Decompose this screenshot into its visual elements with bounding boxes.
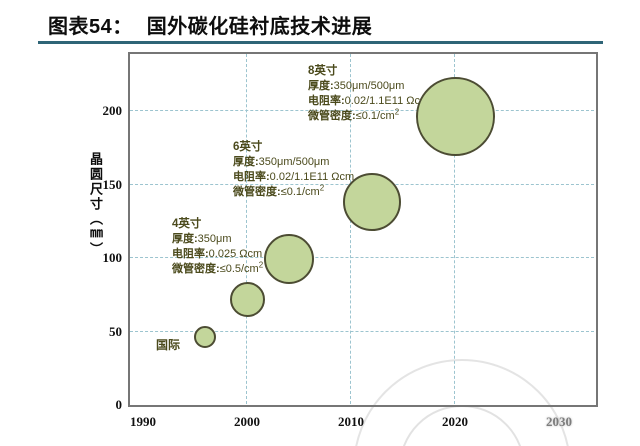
wafer-bubble — [194, 326, 217, 349]
annotation-line: 微管密度:≤0.1/cm2 — [233, 183, 325, 198]
y-axis-title: 晶圆尺寸（㎜） — [88, 152, 103, 257]
annotation-6inch: 6英寸厚度:350μm/500μm 电阻率:0.02/1.1E11 Ωcm 微管密度… — [233, 140, 354, 200]
y-tick-label: 0 — [115, 397, 123, 412]
wafer-bubble — [415, 77, 495, 157]
annotation-8inch: 8英寸厚度:350μm/500μm 电阻率:0.02/1.1E11 Ωcm 微管密度… — [308, 64, 429, 124]
annotation-line: 电阻率:0.02/1.1E11 Ωcm — [233, 171, 355, 183]
v-gridline — [246, 54, 247, 404]
wafer-bubble — [229, 281, 265, 317]
y-tick-label: 100 — [102, 250, 123, 265]
wafer-bubble — [263, 234, 314, 285]
annotation-line: 电阻率:0.025 Ωcm — [172, 248, 263, 260]
annotation-line: 6英寸 — [233, 141, 263, 153]
x-tick-label: 2010 — [338, 414, 364, 429]
v-gridline — [350, 54, 351, 404]
title-underline — [38, 41, 603, 44]
y-tick-label: 150 — [102, 176, 123, 192]
annotation-line: 微管密度:≤0.5/cm2 — [172, 260, 264, 275]
annotation-line: 厚度:350μm/500μm — [308, 80, 405, 92]
x-tick-label: 2000 — [234, 414, 260, 429]
annotation-4inch: 4英寸厚度:350μm 电阻率:0.025 Ωcm 微管密度:≤0.5/cm2 — [172, 217, 263, 277]
plot-area — [128, 52, 598, 407]
wafer-bubble — [342, 173, 401, 232]
annotation-line: 微管密度:≤0.1/cm2 — [308, 107, 400, 122]
annotation-line: 4英寸 — [172, 218, 202, 230]
h-gridline — [130, 110, 594, 111]
figure-number-label: 图表54： — [48, 16, 133, 38]
y-tick-label: 50 — [109, 323, 122, 339]
y-tick-label: 200 — [102, 103, 123, 118]
h-gridline — [130, 257, 594, 258]
x-tick-label: 2030 — [546, 414, 572, 429]
x-tick-label: 2020 — [442, 414, 468, 429]
h-gridline — [130, 330, 594, 332]
figure-title: 国外碳化硅衬底技术进展 — [146, 16, 373, 38]
x-tick-label: 1990 — [130, 414, 156, 429]
annotation-line: 电阻率:0.02/1.1E11 Ωcm — [308, 95, 430, 107]
annotation-line: 厚度:350μm — [172, 233, 232, 245]
series-point-label: 国际 — [156, 338, 181, 352]
annotation-line: 8英寸 — [308, 65, 338, 77]
figure-title-row: 图表54： 国外碳化硅衬底技术进展 — [48, 10, 608, 39]
annotation-line: 厚度:350μm/500μm — [233, 156, 330, 168]
v-gridline — [454, 54, 455, 404]
